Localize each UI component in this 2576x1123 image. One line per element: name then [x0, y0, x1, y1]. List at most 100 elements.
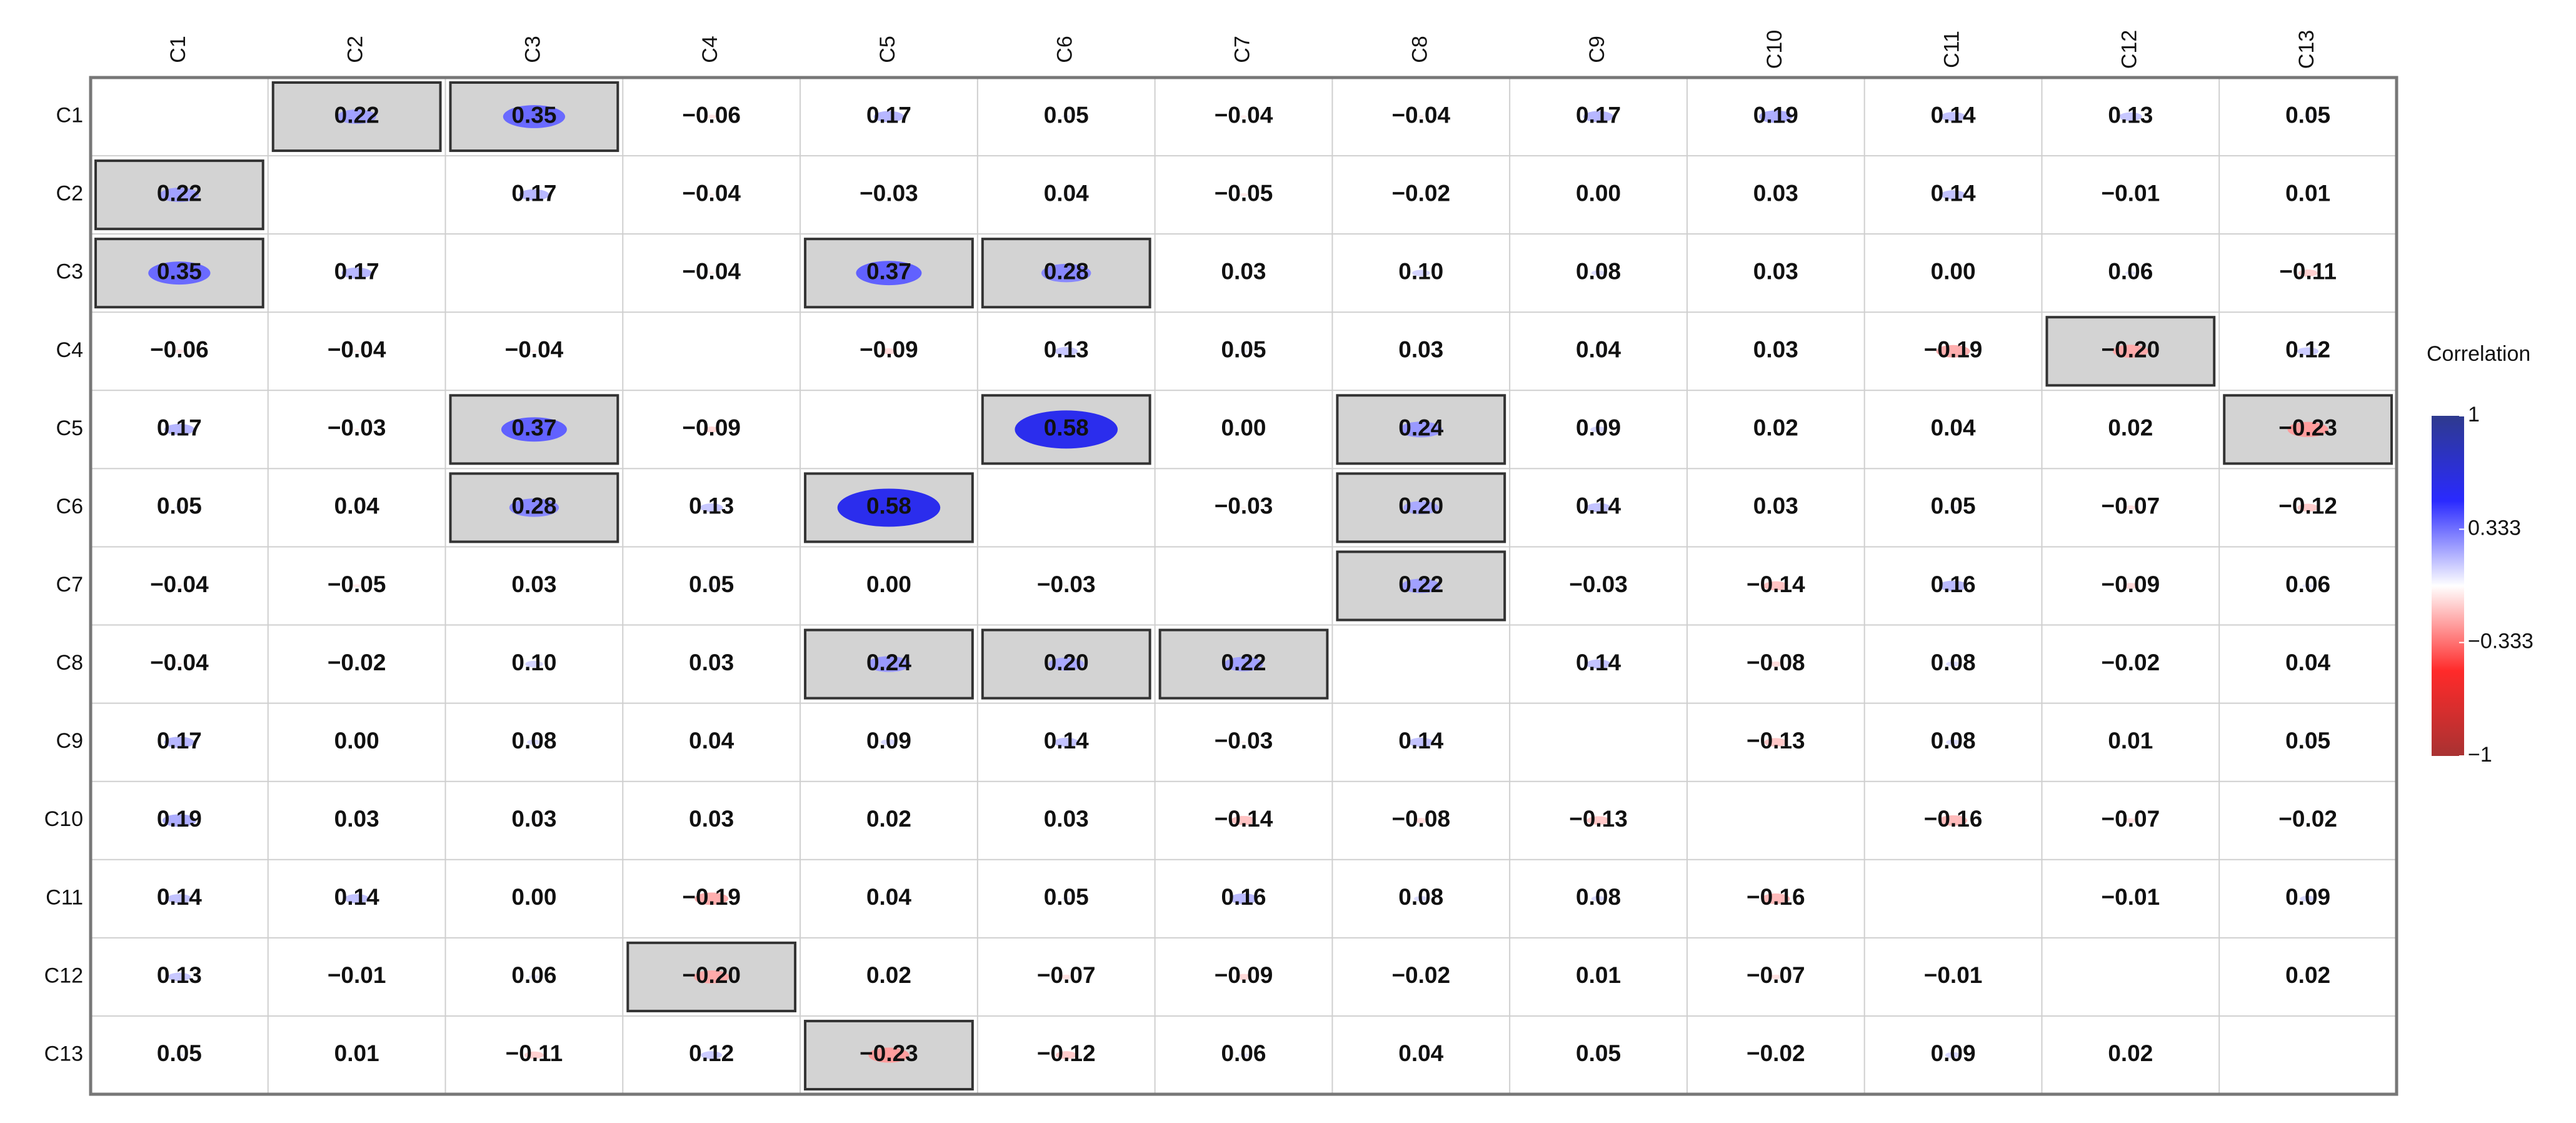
correlation-ellipse	[1419, 194, 1423, 196]
value-label: 0.19	[157, 806, 202, 832]
correlation-ellipse	[2112, 345, 2148, 358]
value-label: 0.03	[1753, 493, 1798, 519]
correlation-ellipse	[1773, 428, 1778, 430]
value-label: −0.23	[860, 1040, 918, 1066]
value-label: 0.04	[334, 493, 379, 519]
correlation-ellipse	[176, 662, 183, 666]
correlation-ellipse	[1241, 272, 1246, 274]
column-label: C2	[344, 36, 368, 63]
correlation-ellipse	[2129, 742, 2132, 743]
value-label: 0.04	[2285, 650, 2330, 675]
correlation-ellipse	[176, 584, 183, 588]
value-label: −0.07	[1747, 962, 1805, 988]
correlation-ellipse	[1595, 585, 1601, 587]
value-label: 0.00	[1576, 180, 1621, 206]
value-label: 0.13	[1044, 337, 1089, 363]
correlation-ellipse	[1773, 506, 1779, 509]
correlation-ellipse	[1041, 263, 1091, 283]
correlation-ellipse	[1946, 739, 1960, 745]
value-label: 0.08	[1398, 884, 1443, 910]
value-label: 0.01	[2285, 180, 2330, 206]
correlation-ellipse	[1586, 659, 1611, 669]
value-label: 0.03	[1753, 180, 1798, 206]
correlation-ellipse	[1229, 893, 1258, 904]
correlation-ellipse	[162, 814, 196, 827]
value-label: 0.02	[2285, 962, 2330, 988]
column-label: C12	[2117, 30, 2141, 69]
value-label: 0.09	[866, 728, 911, 753]
value-label: 0.20	[1398, 493, 1443, 519]
value-label: 0.02	[2108, 1040, 2153, 1066]
correlation-ellipse	[528, 975, 539, 979]
value-label: −0.02	[2278, 806, 2337, 832]
value-label: 0.37	[866, 258, 911, 284]
correlation-ellipse	[1238, 1053, 1250, 1057]
value-label: 0.16	[1931, 572, 1976, 597]
value-label: 0.10	[511, 650, 556, 675]
row-label: C13	[44, 1042, 83, 1065]
value-label: −0.11	[506, 1040, 563, 1066]
value-label: 0.17	[866, 102, 911, 128]
value-label: 0.05	[2285, 102, 2330, 128]
correlation-ellipse	[708, 663, 714, 665]
correlation-ellipse	[1239, 193, 1248, 197]
correlation-ellipse	[501, 417, 567, 442]
correlation-ellipse	[2306, 976, 2310, 978]
value-label: −0.09	[682, 415, 741, 441]
correlation-ellipse	[1763, 581, 1788, 591]
correlation-ellipse	[1403, 501, 1439, 515]
correlation-ellipse	[1231, 815, 1256, 825]
value-label: 0.05	[1576, 1040, 1621, 1066]
correlation-ellipse	[1413, 896, 1428, 902]
correlation-ellipse	[706, 114, 717, 119]
value-label: 0.14	[1931, 102, 1976, 128]
correlation-ellipse	[708, 741, 715, 744]
value-label: 0.13	[2108, 102, 2153, 128]
correlation-ellipse	[1949, 428, 1957, 431]
value-label: 0.06	[2285, 572, 2330, 597]
correlation-ellipse	[2302, 583, 2313, 588]
value-label: 0.00	[334, 728, 379, 753]
correlation-ellipse	[2306, 820, 2310, 822]
correlation-ellipse	[1773, 194, 1779, 196]
correlation-ellipse	[527, 739, 541, 745]
correlation-ellipse	[164, 423, 195, 435]
correlation-ellipse	[1235, 974, 1252, 980]
correlation-ellipse	[1413, 818, 1428, 823]
value-label: 0.03	[1221, 258, 1266, 284]
column-label: C11	[1940, 31, 1964, 68]
column-label: C5	[876, 36, 900, 63]
correlation-ellipse	[148, 261, 211, 285]
correlation-ellipse	[1055, 346, 1078, 356]
correlation-ellipse	[2297, 503, 2319, 512]
correlation-ellipse	[353, 506, 361, 510]
column-label: C4	[698, 36, 722, 63]
correlation-ellipse	[868, 1047, 910, 1063]
value-label: 0.02	[2108, 415, 2153, 441]
value-label: −0.07	[2102, 806, 2160, 832]
value-label: −0.09	[1215, 962, 1273, 988]
correlation-ellipse	[1758, 110, 1793, 123]
value-label: 0.09	[2285, 884, 2330, 910]
correlation-ellipse	[2300, 895, 2316, 902]
value-label: 0.05	[1931, 493, 1976, 519]
correlation-ellipse	[1769, 974, 1782, 980]
column-label: C13	[2295, 30, 2318, 69]
correlation-ellipse	[164, 737, 195, 748]
value-label: −0.20	[2102, 337, 2160, 363]
value-label: −0.03	[860, 180, 918, 206]
value-label: −0.03	[1037, 572, 1096, 597]
value-label: −0.16	[1924, 806, 1983, 832]
value-label: 0.06	[1221, 1040, 1266, 1066]
correlation-ellipse	[531, 585, 537, 587]
correlation-ellipse	[1773, 272, 1779, 274]
value-label: 0.08	[1931, 650, 1976, 675]
correlation-ellipse	[1595, 350, 1602, 353]
value-label: −0.03	[1569, 572, 1628, 597]
value-label: −0.01	[2102, 180, 2160, 206]
value-label: 0.05	[1044, 884, 1089, 910]
value-label: 0.00	[1221, 415, 1266, 441]
row-label: C6	[56, 495, 83, 518]
column-label: C1	[166, 36, 190, 63]
colorbar-tick-label: −1	[2468, 743, 2492, 767]
